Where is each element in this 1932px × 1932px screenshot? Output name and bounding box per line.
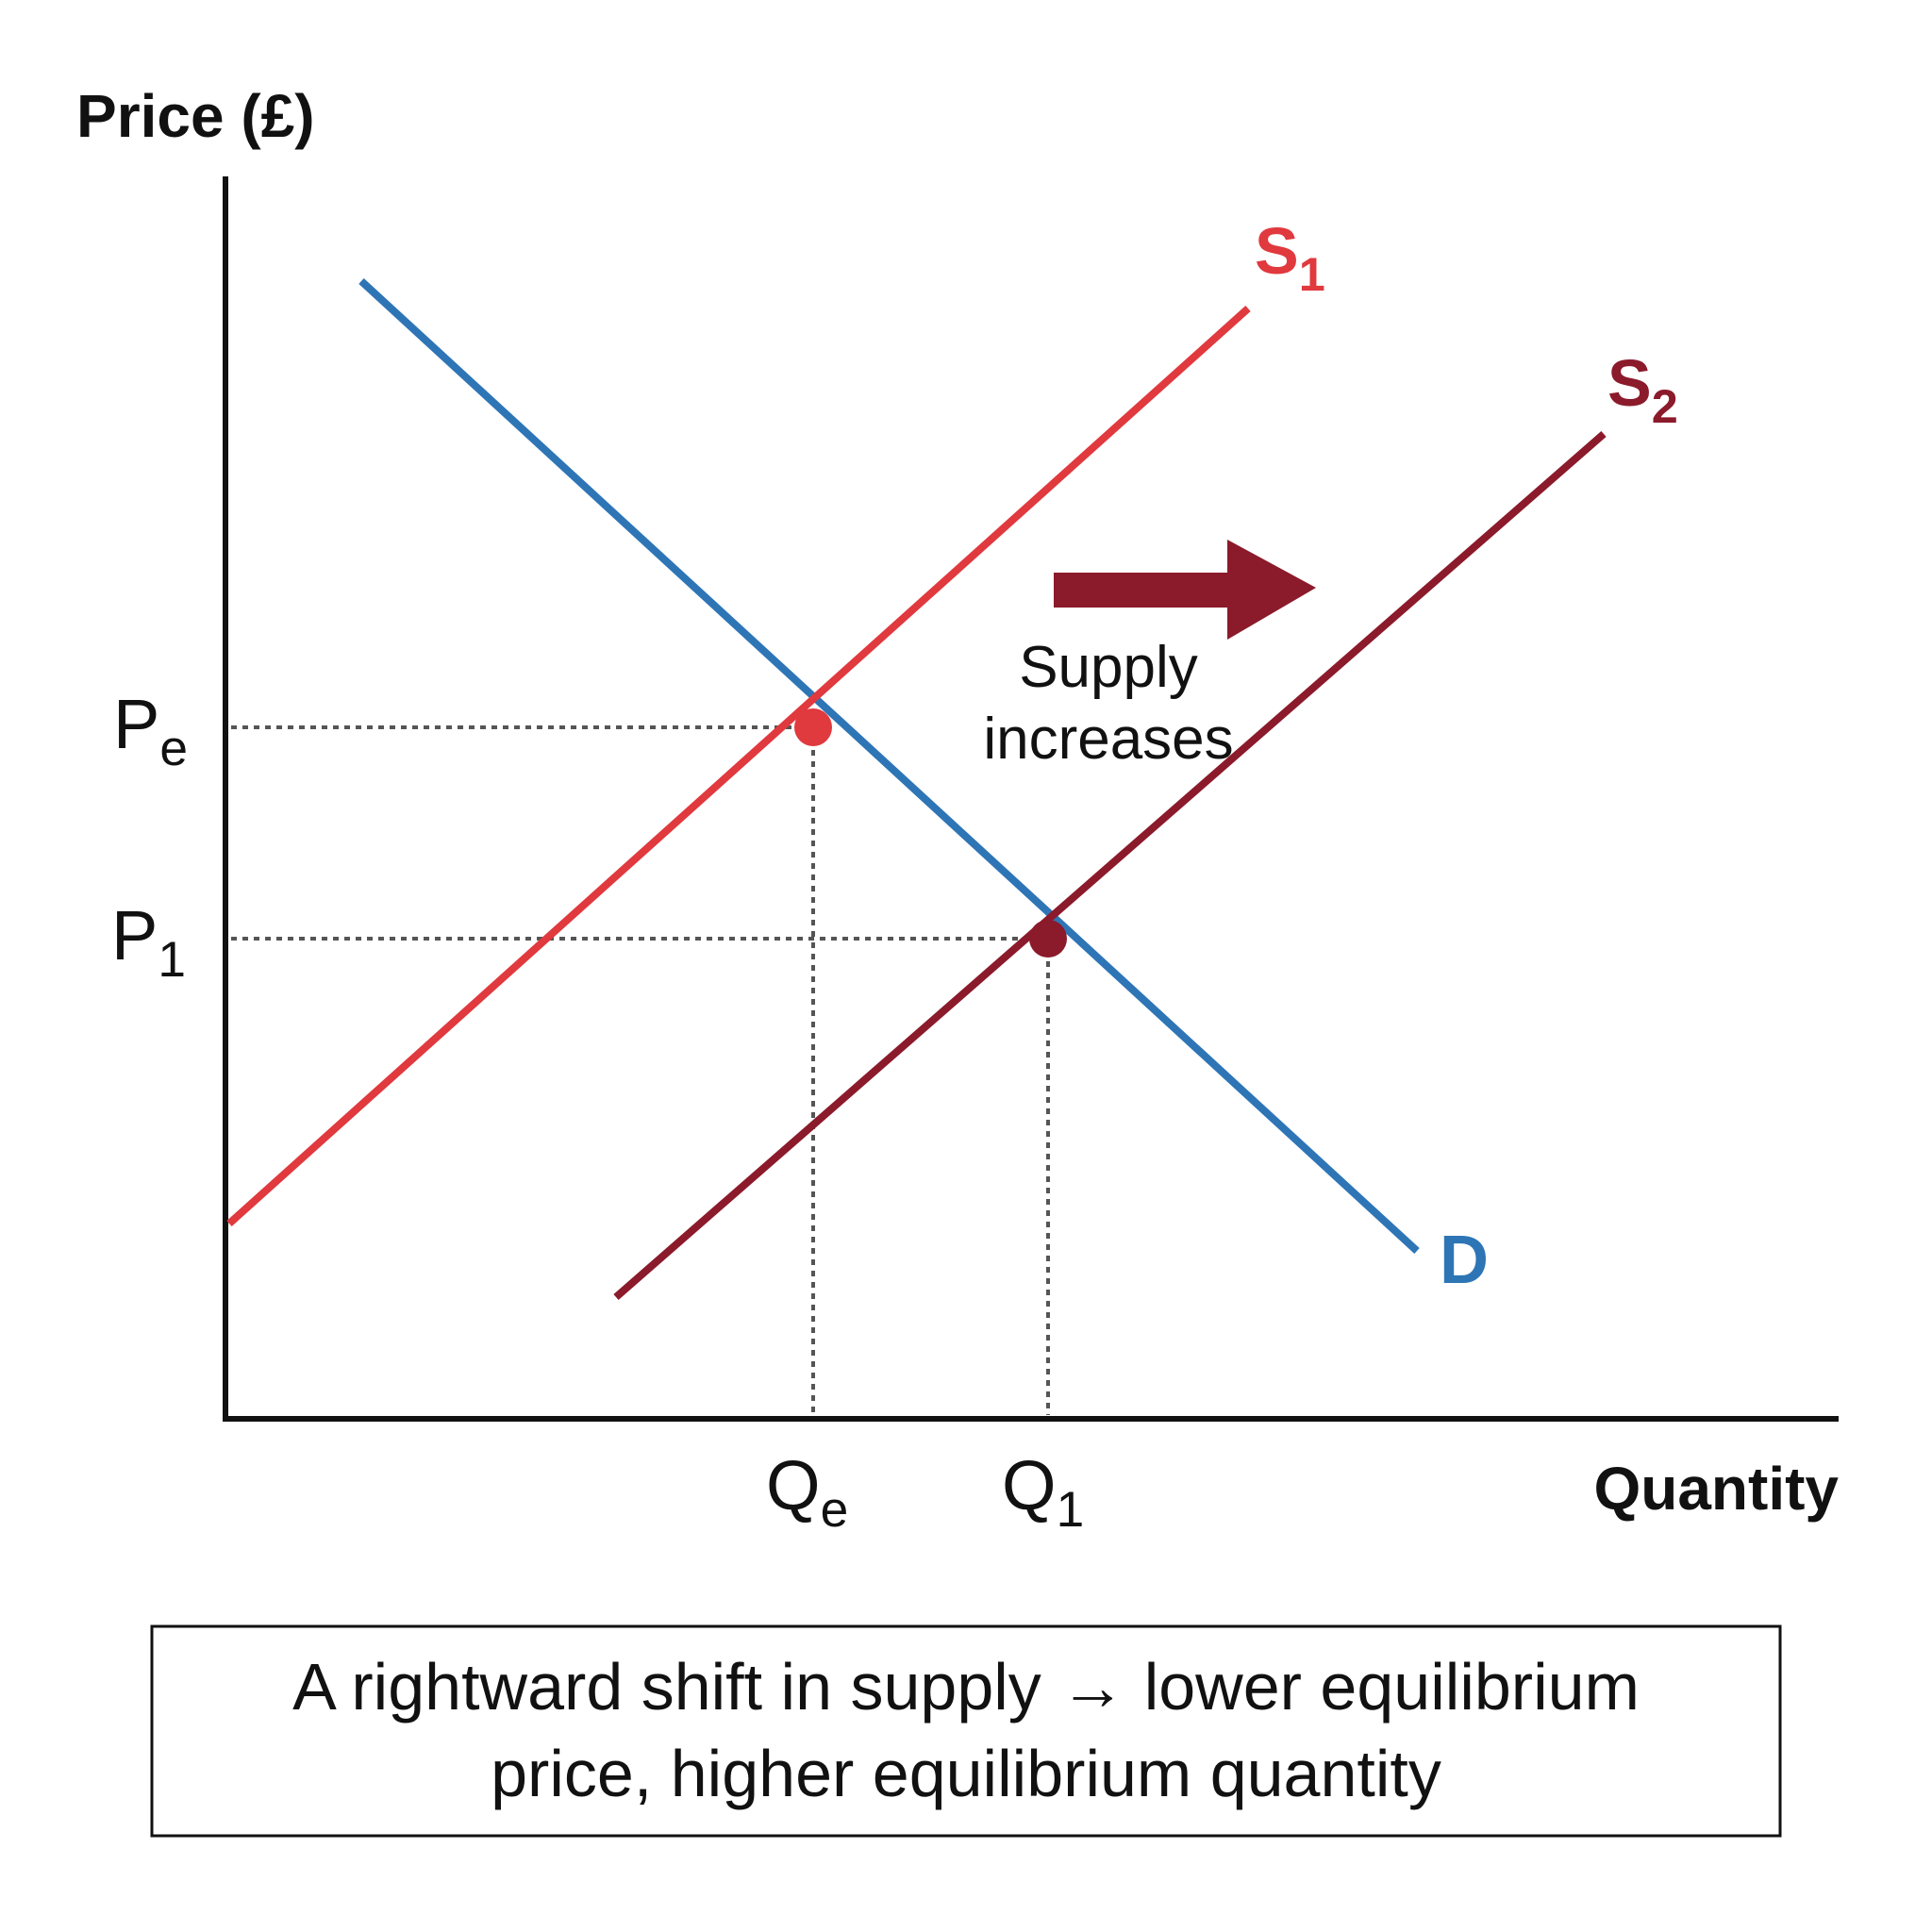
equilibrium-point bbox=[1029, 920, 1067, 958]
y-axis-label: Price (£) bbox=[76, 82, 315, 150]
quantity-label: Qe bbox=[766, 1446, 848, 1538]
quantity-label-main: Q bbox=[1002, 1446, 1057, 1524]
curve-label: D bbox=[1440, 1223, 1489, 1298]
equilibrium-point bbox=[794, 708, 832, 746]
caption-line: A rightward shift in supply → lower equi… bbox=[292, 1650, 1640, 1724]
curve-label-sub: 2 bbox=[1652, 379, 1678, 433]
guides bbox=[231, 725, 1050, 1415]
price-label: Pe bbox=[113, 685, 188, 776]
curve-label-sub: 1 bbox=[1299, 247, 1325, 301]
price-label-main: P bbox=[113, 685, 159, 763]
quantity-label: Q1 bbox=[1002, 1446, 1084, 1538]
shift-arrow-head bbox=[1227, 540, 1316, 640]
caption-line: price, higher equilibrium quantity bbox=[491, 1737, 1441, 1810]
price-label-sub: e bbox=[159, 721, 188, 776]
x-axis-label: Quantity bbox=[1593, 1455, 1839, 1523]
quantity-label-main: Q bbox=[766, 1446, 821, 1524]
annotation: increases bbox=[983, 707, 1233, 772]
caption-box bbox=[150, 1624, 1782, 1838]
curve-label: S1 bbox=[1255, 214, 1325, 301]
supply-curve-2 bbox=[613, 430, 1607, 1301]
price-label-main: P bbox=[111, 896, 158, 974]
price-label-sub: 1 bbox=[158, 932, 186, 988]
annotation: Supply bbox=[1019, 635, 1198, 700]
shift-arrow-shaft bbox=[1054, 573, 1233, 608]
curve-label-main: S bbox=[1607, 346, 1652, 420]
quantity-label-sub: e bbox=[821, 1482, 849, 1538]
curve-label-main: S bbox=[1255, 214, 1299, 288]
supply-curve-1 bbox=[226, 306, 1251, 1226]
price-label: P1 bbox=[111, 896, 186, 988]
quantity-label-sub: 1 bbox=[1057, 1482, 1085, 1538]
demand-curve bbox=[358, 278, 1420, 1254]
curve-label: S2 bbox=[1607, 346, 1678, 433]
